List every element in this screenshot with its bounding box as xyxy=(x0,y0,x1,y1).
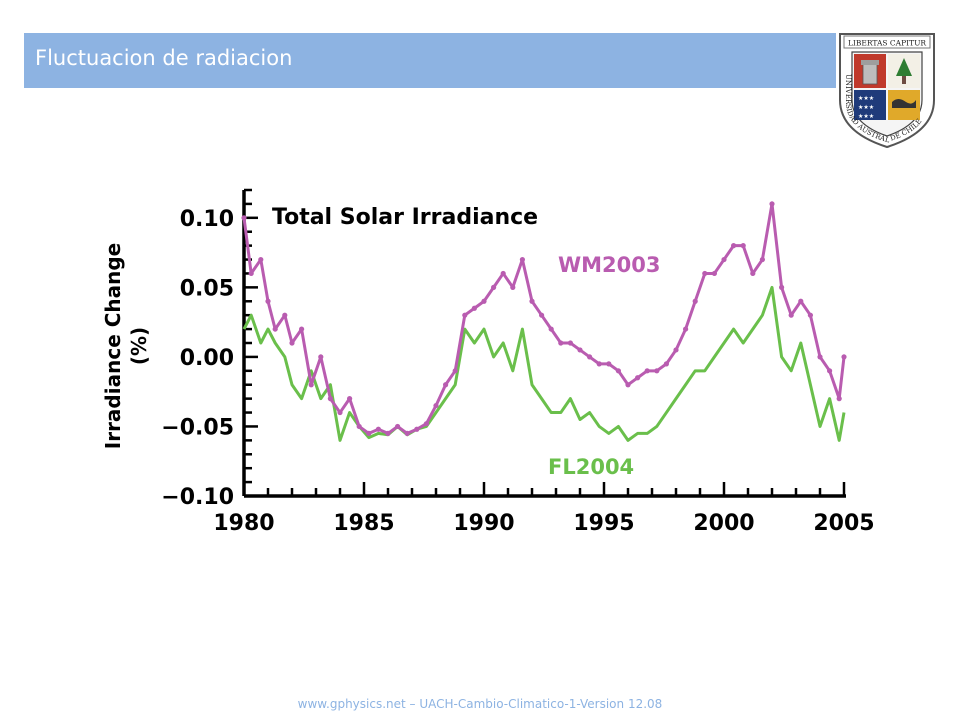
data-point-wm2003 xyxy=(366,430,372,437)
data-point-wm2003 xyxy=(248,270,254,277)
chart-title: Total Solar Irradiance xyxy=(272,205,538,230)
data-point-wm2003 xyxy=(663,361,670,367)
data-point-wm2003 xyxy=(385,430,391,437)
data-point-wm2003 xyxy=(510,284,516,290)
university-crest-logo: LIBERTAS CAPITUR ★★★ ★★★ ★★★ UNIVERSIDAD… xyxy=(839,33,935,149)
x-tick-label: 1990 xyxy=(453,511,514,536)
data-point-wm2003 xyxy=(644,368,650,374)
data-point-wm2003 xyxy=(282,312,288,318)
data-point-wm2003 xyxy=(258,256,264,263)
series-label-wm2003: WM2003 xyxy=(558,253,661,277)
data-point-wm2003 xyxy=(567,340,573,346)
data-point-wm2003 xyxy=(265,298,271,304)
data-point-wm2003 xyxy=(625,382,631,388)
data-point-wm2003 xyxy=(529,298,535,304)
data-point-wm2003 xyxy=(327,396,333,402)
y-axis-label: Irradiance Change xyxy=(101,243,125,449)
data-point-wm2003 xyxy=(635,375,641,381)
x-ticks: 1980 1985 1990 1995 2000 2005 xyxy=(213,482,875,536)
data-point-wm2003 xyxy=(558,340,564,346)
title-bar: Fluctuacion de radiacion xyxy=(24,33,836,88)
data-point-wm2003 xyxy=(241,215,247,221)
svg-text:★★★: ★★★ xyxy=(858,95,874,102)
data-point-wm2003 xyxy=(683,326,689,332)
data-point-wm2003 xyxy=(750,270,756,277)
data-point-wm2003 xyxy=(289,340,295,346)
data-point-wm2003 xyxy=(519,256,525,263)
data-point-wm2003 xyxy=(673,347,679,353)
data-point-wm2003 xyxy=(615,368,622,374)
data-point-wm2003 xyxy=(577,347,583,353)
data-point-wm2003 xyxy=(539,312,545,318)
x-tick-label: 2005 xyxy=(813,511,874,536)
data-point-wm2003 xyxy=(721,256,727,263)
data-point-wm2003 xyxy=(404,430,410,437)
chart-axes xyxy=(242,190,846,498)
data-point-wm2003 xyxy=(827,368,833,374)
data-point-wm2003 xyxy=(711,270,718,277)
data-point-wm2003 xyxy=(596,361,602,367)
y-axis-unit: (%) xyxy=(127,327,151,365)
data-point-wm2003 xyxy=(740,243,746,249)
data-point-wm2003 xyxy=(587,354,593,360)
data-point-wm2003 xyxy=(702,270,708,277)
x-tick-label: 1995 xyxy=(573,511,634,536)
data-point-wm2003 xyxy=(500,270,506,277)
data-point-wm2003 xyxy=(836,396,842,402)
data-point-wm2003 xyxy=(308,382,314,388)
data-point-wm2003 xyxy=(481,298,487,304)
data-point-wm2003 xyxy=(356,423,362,430)
data-point-wm2003 xyxy=(414,426,420,432)
data-point-wm2003 xyxy=(272,326,278,332)
slide-footer: www.gphysics.net – UACH-Cambio-Climatico… xyxy=(297,697,663,711)
x-tick-label: 1980 xyxy=(213,511,274,536)
y-tick-label: 0.05 xyxy=(180,276,234,301)
slide-title: Fluctuacion de radiacion xyxy=(35,46,293,70)
svg-text:★★★: ★★★ xyxy=(858,113,874,120)
data-point-wm2003 xyxy=(318,354,324,360)
y-ticks: 0.10 0.05 0.00 −0.05 −0.10 xyxy=(161,188,258,510)
data-point-wm2003 xyxy=(692,298,698,304)
data-point-wm2003 xyxy=(548,326,554,332)
data-point-wm2003 xyxy=(395,423,401,430)
y-tick-label: −0.10 xyxy=(161,485,234,510)
data-point-wm2003 xyxy=(807,312,814,318)
series-line-fl2004 xyxy=(242,285,846,442)
svg-text:★★★: ★★★ xyxy=(858,104,874,111)
data-point-wm2003 xyxy=(433,402,439,409)
data-point-wm2003 xyxy=(654,368,660,374)
y-tick-label: 0.10 xyxy=(180,207,234,232)
irradiance-chart: 1980 1985 1990 1995 2000 2005 0.10 0.05 0.00 −0.… xyxy=(101,188,875,536)
series-label-fl2004: FL2004 xyxy=(548,455,634,479)
data-point-wm2003 xyxy=(759,256,766,263)
data-point-wm2003 xyxy=(788,312,794,318)
data-point-wm2003 xyxy=(423,421,429,427)
data-point-wm2003 xyxy=(779,284,785,290)
data-point-wm2003 xyxy=(299,326,305,332)
data-point-wm2003 xyxy=(443,382,449,388)
data-point-wm2003 xyxy=(337,409,343,416)
data-point-wm2003 xyxy=(375,426,381,432)
data-point-wm2003 xyxy=(491,284,497,290)
y-tick-label: −0.05 xyxy=(161,415,234,440)
y-tick-label: 0.00 xyxy=(180,346,234,371)
data-point-wm2003 xyxy=(471,305,477,311)
data-point-wm2003 xyxy=(452,368,458,374)
data-point-wm2003 xyxy=(462,312,468,318)
data-point-wm2003 xyxy=(347,396,353,402)
data-point-wm2003 xyxy=(769,201,775,207)
x-tick-label: 2000 xyxy=(693,511,754,536)
crest-banner: LIBERTAS CAPITUR xyxy=(848,39,926,48)
data-point-wm2003 xyxy=(731,243,737,249)
x-tick-label: 1985 xyxy=(333,511,394,536)
data-point-wm2003 xyxy=(841,354,847,360)
series-layer xyxy=(241,201,847,442)
data-point-wm2003 xyxy=(606,361,612,367)
data-point-wm2003 xyxy=(817,354,823,360)
data-point-wm2003 xyxy=(798,298,804,304)
